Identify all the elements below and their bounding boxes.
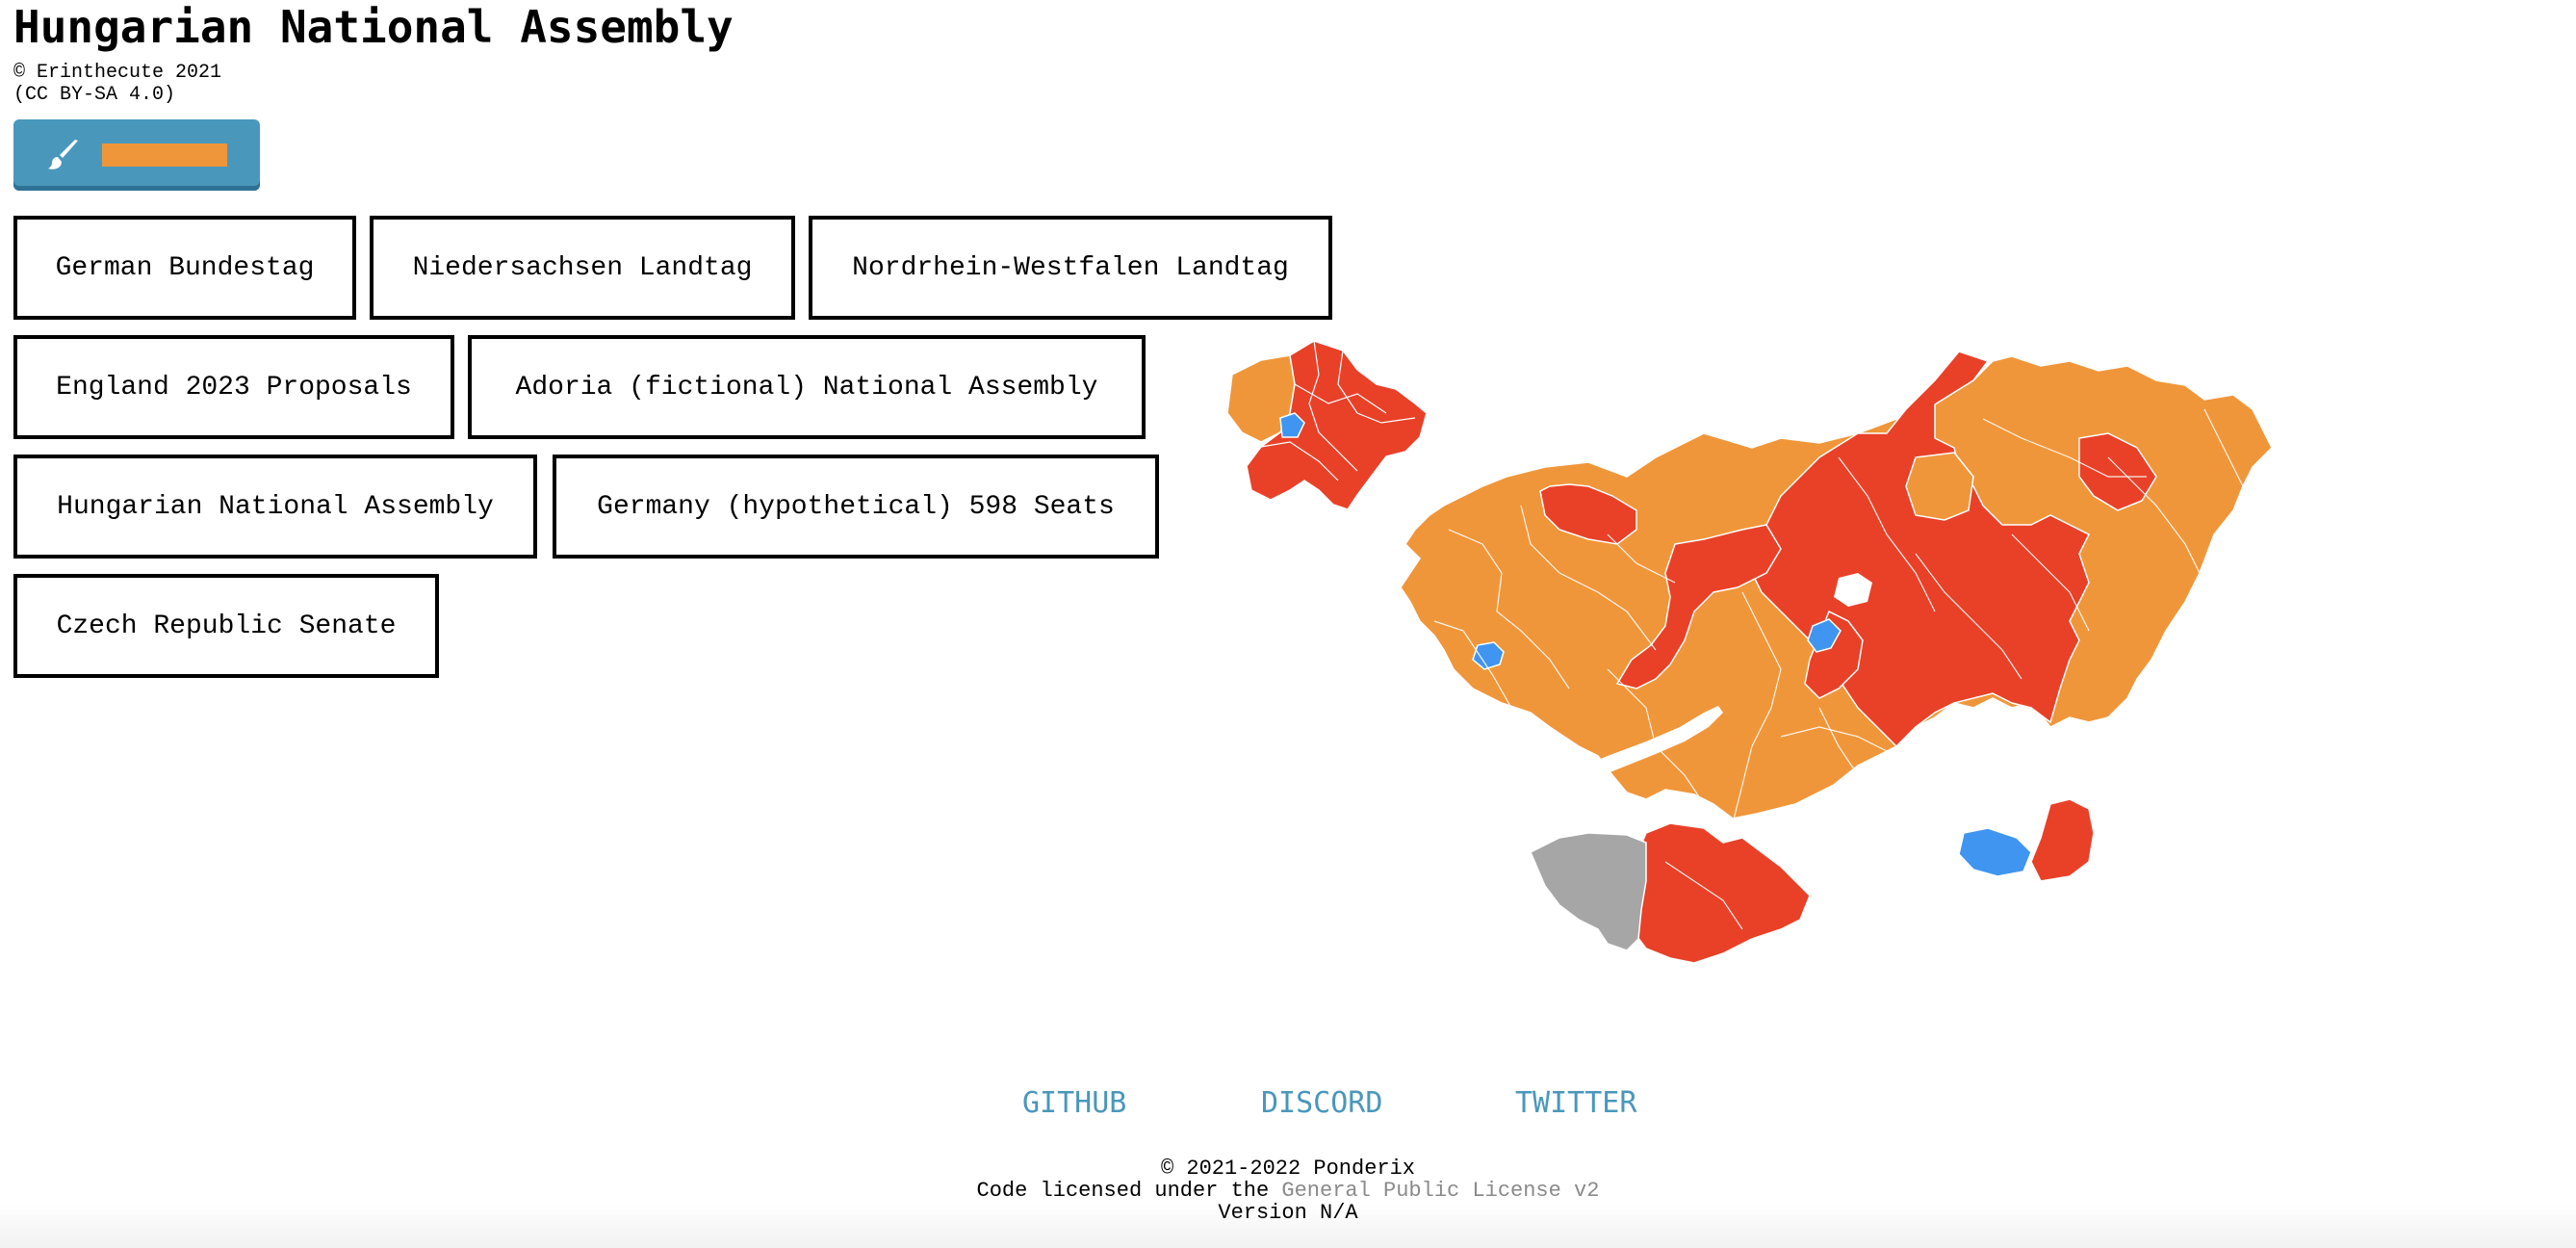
budapest-region-blue[interactable] xyxy=(1279,412,1305,438)
footer-copyright: © 2021-2022 Ponderix xyxy=(1160,1157,1416,1181)
footer-links: GITHUB DISCORD TWITTER xyxy=(0,1086,2576,1125)
map-button-niedersachsen-landtag[interactable]: Niedersachsen Landtag xyxy=(370,216,795,320)
map-button-adoria[interactable]: Adoria (fictional) National Assembly xyxy=(468,335,1146,439)
footer-license: Code licensed under the General Public L… xyxy=(0,1180,2576,1202)
page-title: Hungarian National Assembly xyxy=(13,1,734,53)
constituency-map[interactable] xyxy=(1226,340,2455,987)
map-region-red[interactable] xyxy=(2078,432,2157,511)
map-button-row: Hungarian National Assembly Germany (hyp… xyxy=(13,455,1159,559)
gpl-license-link[interactable]: General Public License v2 xyxy=(1281,1179,1600,1203)
map-region-red[interactable] xyxy=(2030,798,2095,882)
budapest-region-red[interactable] xyxy=(1246,340,1428,510)
map-button-nrw-landtag[interactable]: Nordrhein-Westfalen Landtag xyxy=(809,216,1332,320)
map-button-hungarian-national-assembly[interactable]: Hungarian National Assembly xyxy=(13,455,537,559)
district-boundaries xyxy=(1433,408,2244,930)
map-region-blue[interactable] xyxy=(1958,827,2032,877)
map-button-row: England 2023 Proposals Adoria (fictional… xyxy=(13,335,1146,439)
map-button-england-2023[interactable]: England 2023 Proposals xyxy=(13,335,454,439)
map-region-orange[interactable] xyxy=(1905,452,1974,521)
map-region-blue[interactable] xyxy=(1472,641,1505,670)
map-region-red[interactable] xyxy=(1539,483,1637,545)
map-button-german-bundestag[interactable]: German Bundestag xyxy=(13,216,356,320)
paintbrush-icon xyxy=(44,136,83,174)
selected-color-swatch xyxy=(102,143,227,167)
credit-author: © Erinthecute 2021 xyxy=(13,62,222,84)
lake-balaton xyxy=(1574,706,1723,780)
twitter-link[interactable]: TWITTER xyxy=(1515,1086,1637,1120)
map-button-row: German Bundestag Niedersachsen Landtag N… xyxy=(13,216,1332,320)
map-region-gray[interactable] xyxy=(1530,832,1647,951)
map-button-czech-senate[interactable]: Czech Republic Senate xyxy=(13,574,439,678)
map-credit: © Erinthecute 2021 (CC BY-SA 4.0) xyxy=(13,62,221,106)
budapest-inset-map[interactable] xyxy=(1223,336,1444,529)
budapest-hole xyxy=(1834,573,1872,607)
budapest-boundaries xyxy=(1260,340,1416,481)
hungary-map-svg[interactable] xyxy=(1242,342,2455,987)
paint-color-button[interactable] xyxy=(13,119,260,191)
discord-link[interactable]: DISCORD xyxy=(1261,1086,1383,1120)
license-prefix: Code licensed under the xyxy=(976,1179,1282,1203)
credit-license: (CC BY-SA 4.0) xyxy=(13,84,176,106)
map-button-germany-598[interactable]: Germany (hypothetical) 598 Seats xyxy=(553,455,1159,559)
map-region-blue[interactable] xyxy=(1807,618,1842,653)
github-link[interactable]: GITHUB xyxy=(1022,1086,1127,1120)
map-button-row: Czech Republic Senate xyxy=(13,574,439,678)
map-region-red[interactable] xyxy=(1615,524,1782,689)
footer: © 2021-2022 Ponderix Code licensed under… xyxy=(0,1157,2576,1224)
footer-version: Version N/A xyxy=(1218,1201,1358,1225)
map-region-red[interactable] xyxy=(1631,822,1811,964)
